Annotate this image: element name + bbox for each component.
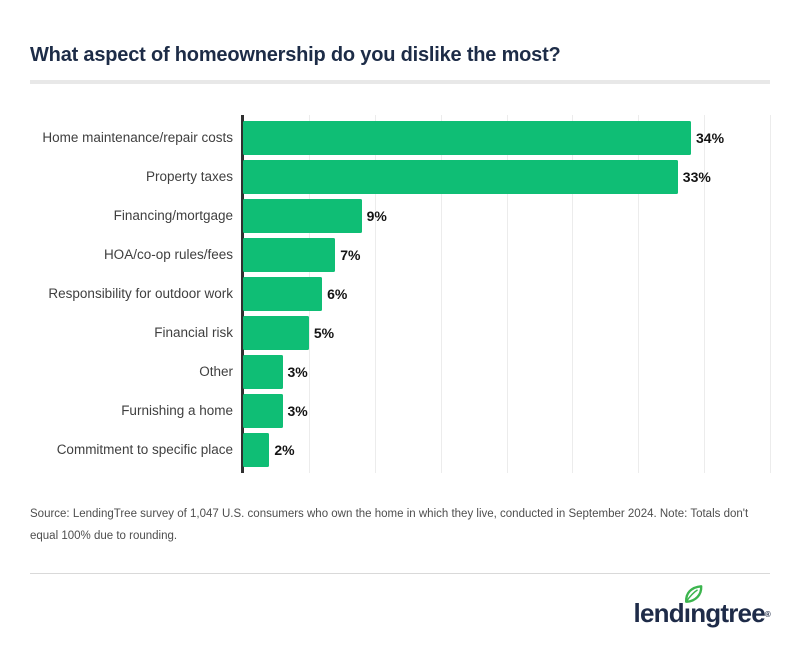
gridline [506,115,508,473]
bar-chart: Home maintenance/repair costs Property ta… [0,115,800,473]
gridline [374,115,376,473]
logo-text-part2: ngtree [690,598,765,628]
logo-wordmark: lendıngtree® [633,585,771,628]
logo-text-dotless-i: ı [683,598,691,628]
bar [243,160,678,194]
bar [243,355,283,389]
value-label: 7% [340,247,361,263]
category-label: Furnishing a home [121,403,233,418]
value-label: 34% [696,130,725,146]
bar [243,394,283,428]
category-label: Financial risk [154,325,233,340]
category-labels-column: Home maintenance/repair costs Property ta… [0,115,233,473]
gridline [704,115,706,473]
source-note: Source: LendingTree survey of 1,047 U.S.… [30,508,749,542]
gridline [440,115,442,473]
value-label: 3% [287,364,308,380]
bar [243,433,270,467]
category-label: HOA/co-op rules/fees [103,247,233,262]
category-label: Commitment to specific place [56,442,233,457]
bar [243,277,323,311]
leaf-icon [684,585,702,603]
value-label: 2% [274,442,295,458]
value-label: 3% [287,403,308,419]
bar [243,238,336,272]
value-label: 5% [313,325,335,341]
gridline [638,115,640,473]
bar [243,121,691,155]
category-label: Financing/mortgage [113,208,233,223]
gridline [572,115,574,473]
title-divider [30,80,770,84]
value-label: 6% [327,286,348,302]
gridline [770,115,771,473]
footer-divider [30,573,770,574]
page-title: What aspect of homeownership do you disl… [30,44,561,66]
bar [243,316,309,350]
y-axis-line [241,115,244,473]
category-label: Home maintenance/repair costs [42,130,233,145]
registered-mark: ® [764,610,771,619]
value-label: 9% [366,208,387,224]
category-label: Responsibility for outdoor work [48,286,233,301]
category-label: Other [199,364,233,379]
bar [243,199,362,233]
category-label: Property taxes [145,169,233,184]
value-label: 33% [682,169,711,185]
plot-area: 34% 33% 9% 7% 6% 5% 3% 3% 2% [241,115,771,473]
lendingtree-logo: lendıngtree® [633,585,771,632]
logo-text-part1: lend [633,598,685,628]
